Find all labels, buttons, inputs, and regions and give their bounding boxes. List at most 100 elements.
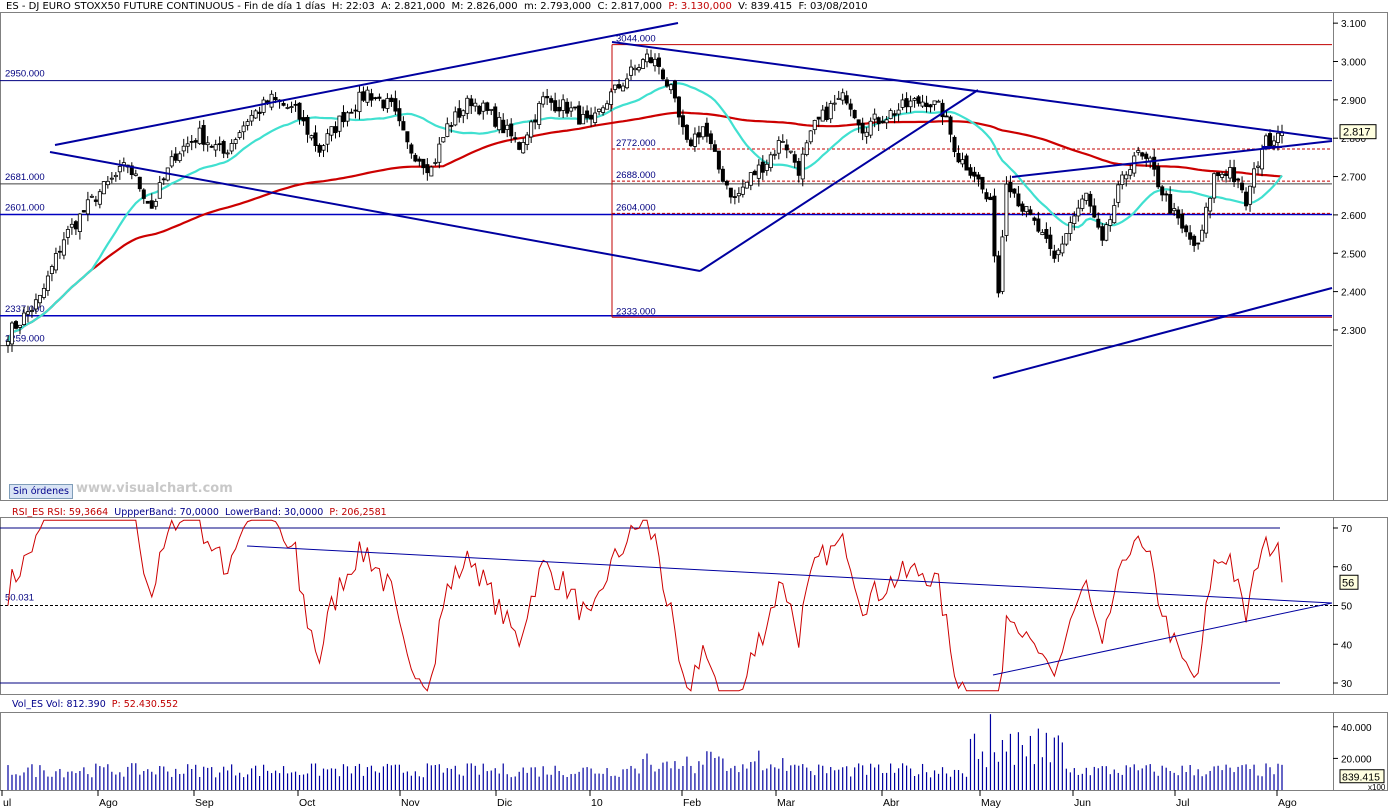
candle-body (21, 312, 26, 325)
header-low: m: 2.793,000 (523, 1, 592, 12)
candle-body (9, 322, 14, 345)
rsi-midline-label: 50.031 (5, 593, 34, 604)
ma-slow-line (6, 111, 1283, 342)
candle-body (421, 158, 426, 169)
volume-title: Vol_ES Vol: 812.390 (12, 699, 106, 710)
candle-body (257, 111, 262, 114)
candle-body (712, 144, 717, 152)
rsi-p: P: 206,2581 (329, 507, 387, 518)
rsi-tick-label: 50 (1341, 602, 1353, 613)
candle-body (836, 97, 841, 100)
candle-body (724, 180, 729, 186)
candle-body (1168, 194, 1173, 214)
candle-body (828, 103, 833, 120)
candle-body (313, 132, 318, 147)
candle-body (740, 186, 745, 195)
trendline (54, 22, 679, 146)
trendline (611, 41, 1333, 140)
candle-body (692, 133, 697, 147)
rsi-lower: LowerBand: 30,0000 (224, 507, 324, 518)
candle-body (1128, 169, 1133, 176)
candle-body (481, 102, 486, 112)
candle-body (501, 119, 506, 134)
candle-body (668, 84, 673, 91)
candle-body (1268, 133, 1273, 147)
candle-body (609, 91, 614, 105)
x-tick-label: Sep (195, 797, 214, 809)
candle-body (688, 139, 693, 147)
candle-body (1220, 173, 1225, 178)
candle-body (720, 168, 725, 182)
candle-body (225, 152, 230, 155)
candle-body (353, 109, 358, 112)
candle-body (253, 110, 258, 119)
chart-header: ES - DJ EURO STOXX50 FUTURE CONTINUOUS -… (6, 1, 868, 12)
candle-body (964, 155, 969, 171)
candle-body (1224, 173, 1229, 176)
candle-body (1112, 205, 1117, 224)
candle-body (317, 144, 322, 153)
candle-body (952, 136, 957, 153)
candle-body (1212, 173, 1217, 199)
candle-body (1272, 140, 1277, 146)
candle-body (569, 107, 574, 112)
candle-body (549, 98, 554, 103)
candle-body (397, 108, 402, 122)
volume-bars-group (7, 714, 1283, 790)
candle-body (760, 161, 765, 173)
candle-body (453, 111, 458, 126)
candle-body (988, 196, 993, 201)
candle-body (45, 275, 50, 291)
candle-body (173, 153, 178, 161)
header-volume: V: 839.415 (738, 1, 793, 12)
candle-body (269, 93, 274, 108)
candle-body (157, 182, 162, 199)
candle-body (1248, 185, 1253, 205)
rsi-last-label: 56 (1342, 577, 1354, 589)
candle-body (381, 99, 386, 109)
candle-body (764, 163, 769, 171)
candle-body (704, 122, 709, 137)
candle-body (441, 137, 446, 143)
candle-body (1084, 192, 1089, 201)
level-label: 2950.000 (5, 69, 45, 80)
candle-body (792, 154, 797, 163)
candle-body (465, 97, 470, 114)
candle-body (996, 255, 1001, 294)
candle-body (17, 324, 22, 328)
candle-body (425, 164, 430, 174)
candle-body (1180, 213, 1185, 229)
candle-body (876, 117, 881, 125)
candle-body (756, 164, 761, 179)
candle-body (217, 143, 222, 146)
candle-body (261, 99, 266, 113)
candle-body (89, 195, 94, 198)
price-tick-label: 2.800 (1341, 134, 1366, 145)
candle-body (820, 109, 825, 122)
candle-body (345, 112, 350, 122)
candle-body (377, 96, 382, 99)
candle-body (545, 95, 550, 99)
candle-body (908, 100, 913, 108)
candle-body (297, 102, 302, 120)
candle-body (433, 162, 438, 164)
candle-body (393, 98, 398, 112)
candle-body (872, 113, 877, 120)
candle-body (1184, 225, 1189, 233)
candle-body (69, 223, 74, 228)
orders-button[interactable]: Sin órdenes (9, 484, 73, 499)
header-p: P: 3.130,000 (668, 1, 732, 12)
rsi-tick-label: 40 (1341, 640, 1353, 651)
volume-p: P: 52.430.552 (111, 699, 179, 710)
candle-body (832, 102, 837, 105)
candle-body (1252, 168, 1257, 188)
candle-body (389, 97, 394, 103)
candle-body (513, 137, 518, 140)
candle-body (201, 125, 206, 145)
candle-body (57, 250, 62, 253)
candle-body (461, 110, 466, 117)
candle-body (601, 107, 606, 113)
candle-body (209, 145, 214, 148)
candle-body (1008, 181, 1013, 193)
candle-body (641, 59, 646, 69)
